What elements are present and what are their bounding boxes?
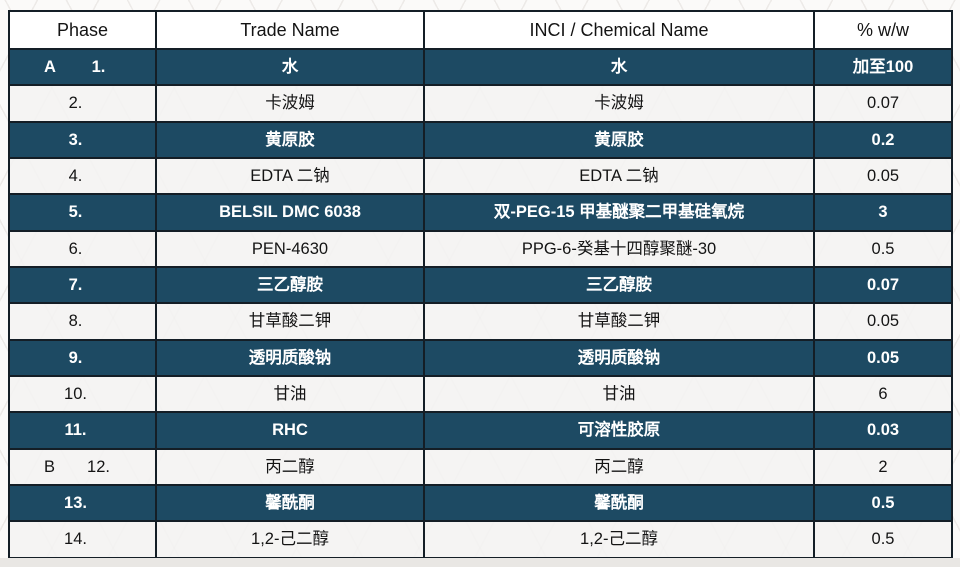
row-number: 3. — [68, 130, 83, 149]
percent-ww-cell: 加至100 — [852, 57, 914, 76]
percent-ww-cell: 0.05 — [866, 348, 900, 367]
row-number: 4. — [68, 166, 83, 185]
percent-ww-cell: 6 — [878, 385, 888, 404]
table-row: 14. 1,2-己二醇 1,2-己二醇 0.5 — [10, 520, 951, 557]
table-row: B 12. 丙二醇 丙二醇 2 — [10, 447, 951, 485]
percent-ww-cell: 0.5 — [871, 530, 895, 549]
trade-name-cell: 1,2-己二醇 — [157, 522, 425, 557]
trade-name-cell: 馨酰酮 — [157, 486, 425, 521]
column-header-inci-chemical-name: INCI / Chemical Name — [425, 12, 815, 48]
trade-name-cell: 卡波姆 — [157, 86, 425, 121]
trade-name-cell: 三乙醇胺 — [157, 268, 425, 303]
row-number: 11. — [64, 421, 87, 440]
row-number: 6. — [68, 239, 83, 258]
inci-name-cell: 黄原胶 — [425, 122, 815, 158]
table-row: A 1. 水水 加至100 — [10, 48, 951, 85]
table-row: 2. 卡波姆 卡波姆 0.07 — [10, 84, 951, 121]
percent-ww-cell: 0.07 — [866, 94, 900, 113]
trade-name-cell: 甘油 — [157, 377, 425, 412]
column-header-trade-name: Trade Name — [157, 12, 425, 48]
inci-name-cell: 可溶性胶原 — [425, 413, 815, 448]
trade-name-cell: 甘草酸二钾 — [157, 304, 425, 339]
percent-ww-cell: 0.05 — [866, 312, 900, 331]
table-row: 10. 甘油 甘油 6 — [10, 375, 951, 412]
phase-cell: A 1. — [10, 50, 157, 85]
row-number: 13. — [64, 494, 87, 513]
row-number: 14. — [64, 530, 87, 549]
inci-name-cell: 透明质酸钠 — [425, 340, 815, 376]
percent-ww-cell: 2 — [878, 457, 888, 476]
row-number: 12. — [87, 457, 110, 476]
phase-cell: 10. — [10, 377, 157, 412]
table-row: 8. 甘草酸二钾 甘草酸二钾 0.05 — [10, 302, 951, 339]
row-number: 9. — [68, 348, 83, 367]
percent-ww-cell: 0.07 — [866, 275, 900, 294]
column-header-phase: Phase — [10, 12, 157, 48]
percent-ww-cell: 0.5 — [871, 494, 895, 513]
percent-ww-cell: 0.2 — [871, 130, 895, 149]
trade-name-cell: PEN-4630 — [157, 231, 425, 267]
table-row: 11. RHC 可溶性胶原 0.03 — [10, 411, 951, 448]
trade-name-cell: RHC — [157, 413, 425, 448]
trade-name-cell: EDTA 二钠 — [157, 159, 425, 194]
inci-name-cell: EDTA 二钠 — [425, 159, 815, 194]
inci-name-cell: 双-PEG-15 甲基醚聚二甲基硅氧烷 — [425, 195, 815, 230]
phase-cell: B 12. — [10, 449, 157, 485]
trade-name-cell: 黄原胶 — [157, 122, 425, 158]
percent-ww-cell: 0.03 — [866, 421, 900, 440]
row-number: 2. — [68, 94, 83, 113]
percent-ww-cell: 0.05 — [866, 166, 900, 185]
table-row: 7. 三乙醇胺 三乙醇胺 0.07 — [10, 266, 951, 303]
phase-letter: B — [44, 457, 56, 476]
row-number: 8. — [68, 312, 83, 331]
inci-name-cell: 水 — [425, 50, 815, 85]
inci-name-cell: PPG-6-癸基十四醇聚醚-30 — [425, 231, 815, 267]
phase-cell: 2. — [10, 86, 157, 121]
phase-cell: 3. — [10, 122, 157, 158]
phase-cell: 13. — [10, 486, 157, 521]
phase-cell: 8. — [10, 304, 157, 339]
phase-letter: A — [44, 57, 56, 76]
table-row: 4. EDTA 二钠 EDTA 二钠 0.05 — [10, 157, 951, 194]
inci-name-cell: 丙二醇 — [425, 449, 815, 485]
phase-cell: 9. — [10, 340, 157, 376]
inci-name-cell: 馨酰酮 — [425, 486, 815, 521]
percent-ww-cell: 0.5 — [871, 239, 895, 258]
trade-name-cell: 透明质酸钠 — [157, 340, 425, 376]
table-header-row: Phase Trade Name INCI / Chemical Name % … — [10, 12, 951, 48]
phase-cell: 7. — [10, 268, 157, 303]
row-number: 5. — [68, 203, 83, 222]
inci-name-cell: 甘油 — [425, 377, 815, 412]
trade-name-cell: 水 — [157, 50, 425, 85]
table-row: 6. PEN-4630 PPG-6-癸基十四醇聚醚-30 0.5 — [10, 229, 951, 267]
table-body: A 1. 水水 加至100 2. 卡波姆 卡波姆 0.07 3. 黄原胶 黄原胶 0.2 4. EDTA … — [10, 48, 951, 557]
inci-name-cell: 甘草酸二钾 — [425, 304, 815, 339]
phase-cell: 5. — [10, 195, 157, 230]
cropped-next-row-sliver — [0, 558, 960, 567]
trade-name-cell: 丙二醇 — [157, 449, 425, 485]
inci-name-cell: 卡波姆 — [425, 86, 815, 121]
table-row: 13. 馨酰酮 馨酰酮 0.5 — [10, 484, 951, 521]
row-number: 7. — [68, 275, 83, 294]
phase-cell: 11. — [10, 413, 157, 448]
phase-cell: 6. — [10, 231, 157, 267]
table-row: 3. 黄原胶 黄原胶 0.2 — [10, 120, 951, 158]
phase-cell: 4. — [10, 159, 157, 194]
row-number: 10. — [64, 385, 87, 404]
table-row: 5. BELSIL DMC 6038 双-PEG-15 甲基醚聚二甲基硅氧烷 3 — [10, 193, 951, 230]
inci-name-cell: 三乙醇胺 — [425, 268, 815, 303]
column-header-percent-ww: % w/w — [856, 20, 909, 40]
trade-name-cell: BELSIL DMC 6038 — [157, 195, 425, 230]
percent-ww-cell: 3 — [878, 203, 888, 222]
inci-name-cell: 1,2-己二醇 — [425, 522, 815, 557]
phase-cell: 14. — [10, 522, 157, 557]
formulation-table: Phase Trade Name INCI / Chemical Name % … — [8, 10, 953, 559]
row-number: 1. — [91, 57, 106, 76]
table-row: 9. 透明质酸钠 透明质酸钠 0.05 — [10, 338, 951, 376]
